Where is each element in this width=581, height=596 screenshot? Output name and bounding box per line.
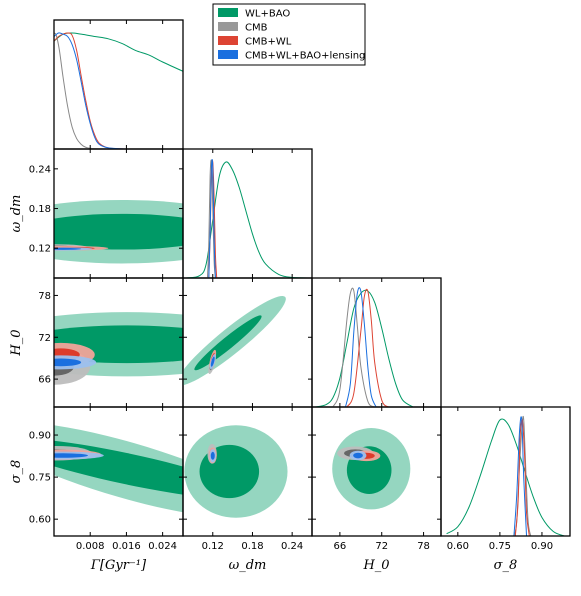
legend-item: CMB — [218, 22, 268, 34]
legend-label: CMB+WL — [245, 37, 292, 48]
x-tick-label: 0.024 — [148, 541, 177, 552]
legend: WL+BAO CMB CMB+WL CMB+WL+BAO+lensing — [212, 3, 366, 66]
x-tick-label: 78 — [417, 541, 430, 552]
panel-plot-area — [186, 158, 312, 278]
panel-omega_dm-H0 — [182, 277, 313, 408]
contour-cmb-wl-bao-lensing-inner — [54, 453, 88, 458]
marginal-cmb — [332, 287, 376, 407]
legend-frame — [212, 3, 366, 66]
panel-plot-area — [183, 295, 286, 386]
legend-label: WL+BAO — [245, 9, 290, 20]
panel-frame — [440, 406, 571, 537]
ticks — [54, 407, 183, 536]
panel-gamma-gamma — [53, 19, 184, 150]
marginal-wl-bao — [186, 161, 312, 278]
panel-omega_dm-omega_dm — [182, 148, 313, 279]
contour-cmb-wl-bao-lensing-inner — [210, 356, 215, 367]
marginal-cmb — [54, 32, 127, 149]
legend-item: CMB+WL — [218, 36, 292, 48]
y-axis-label-H0: H_0 — [9, 329, 24, 356]
panel-plot-area — [54, 32, 183, 149]
y-tick-label: 78 — [38, 291, 51, 302]
marginal-cmb-wl-bao-lensing — [54, 32, 127, 149]
legend-swatch — [218, 8, 238, 17]
x-axis-label-sigma8: σ_8 — [494, 558, 518, 573]
panel-plot-area — [54, 312, 183, 385]
y-tick-label: 0.90 — [29, 431, 51, 442]
legend-item: WL+BAO — [218, 8, 290, 20]
legend-swatch — [218, 22, 238, 31]
marginal-wl-bao — [315, 289, 414, 407]
x-tick-label: 72 — [375, 541, 388, 552]
panel-plot-area — [332, 428, 411, 510]
panel-sigma8-sigma8 — [440, 406, 571, 537]
x-tick-label: 0.016 — [112, 541, 141, 552]
marginal-cmb-wl — [346, 288, 390, 407]
y-tick-label: 0.75 — [29, 473, 51, 484]
ticks — [54, 149, 183, 278]
ticks — [339, 278, 425, 407]
legend-swatch — [218, 36, 238, 45]
panel-plot-area — [315, 287, 414, 407]
legend-label: CMB+WL+BAO+lensing — [245, 51, 365, 62]
x-tick-label: 0.18 — [241, 541, 263, 552]
x-tick-label: 0.75 — [489, 541, 511, 552]
y-tick-label: 0.60 — [29, 515, 51, 526]
legend-swatch — [218, 50, 238, 59]
contour-cmb-wl-bao-lensing-inner — [353, 452, 363, 459]
y-tick-label: 72 — [38, 333, 51, 344]
y-tick-label: 0.18 — [29, 204, 51, 215]
panel-H0-H0 — [311, 277, 442, 408]
x-tick-label: 0.90 — [531, 541, 553, 552]
panel-gamma-H0 — [53, 277, 184, 408]
y-tick-label: 0.12 — [29, 244, 51, 255]
ticks — [183, 407, 312, 536]
panel-plot-area — [184, 425, 288, 518]
x-tick-label: 0.24 — [281, 541, 303, 552]
legend-item: CMB+WL+BAO+lensing — [218, 50, 365, 62]
panel-frame — [53, 19, 184, 150]
y-tick-label: 0.24 — [29, 164, 51, 175]
y-axis-label-omega_dm: ω_dm — [9, 195, 24, 233]
marginal-cmb-wl-bao-lensing — [208, 158, 216, 278]
panel-H0-sigma8 — [311, 406, 442, 537]
ticks — [457, 407, 543, 536]
x-tick-label: 0.12 — [202, 541, 224, 552]
panel-plot-area — [446, 415, 565, 536]
ticks — [212, 149, 293, 278]
ticks — [89, 20, 164, 149]
marginal-cmb-wl — [514, 418, 530, 536]
y-axis-label-sigma8: σ_8 — [9, 460, 24, 484]
x-tick-label: 0.60 — [447, 541, 469, 552]
contour-cmb-wl-bao-lensing-inner — [54, 247, 82, 250]
marginal-cmb-wl-bao-lensing — [513, 416, 528, 536]
panel-plot-area — [54, 199, 183, 264]
panel-omega_dm-sigma8 — [182, 406, 313, 537]
marginal-cmb-wl-bao-lensing — [344, 287, 377, 407]
y-tick-label: 66 — [38, 375, 51, 386]
panel-frame — [182, 148, 313, 279]
x-tick-label: 66 — [334, 541, 347, 552]
panel-plot-area — [54, 421, 183, 519]
panel-frame — [311, 277, 442, 408]
x-axis-label-gamma: Γ[Gyr⁻¹] — [90, 558, 147, 573]
x-axis-label-H0: H_0 — [362, 558, 389, 573]
contour-wl-bao-inner — [54, 213, 183, 250]
x-tick-label: 0.008 — [76, 541, 105, 552]
marginal-wl-bao — [446, 418, 565, 536]
legend-label: CMB — [245, 23, 268, 34]
contour-cmb-wl-bao-lensing-inner — [210, 451, 215, 460]
x-axis-label-omega_dm: ω_dm — [229, 558, 267, 573]
ticks — [183, 278, 312, 407]
contour-cmb-wl-bao-lensing-inner — [54, 358, 82, 367]
ticks — [312, 407, 441, 536]
ticks — [54, 278, 183, 407]
contour-wl-bao-inner — [194, 315, 262, 371]
